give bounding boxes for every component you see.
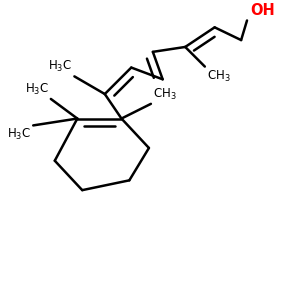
Text: OH: OH bbox=[250, 2, 275, 17]
Text: H$_3$C: H$_3$C bbox=[7, 128, 31, 142]
Text: CH$_3$: CH$_3$ bbox=[207, 68, 230, 84]
Text: CH$_3$: CH$_3$ bbox=[153, 87, 177, 102]
Text: H$_3$C: H$_3$C bbox=[48, 59, 72, 74]
Text: H$_3$C: H$_3$C bbox=[25, 82, 49, 97]
